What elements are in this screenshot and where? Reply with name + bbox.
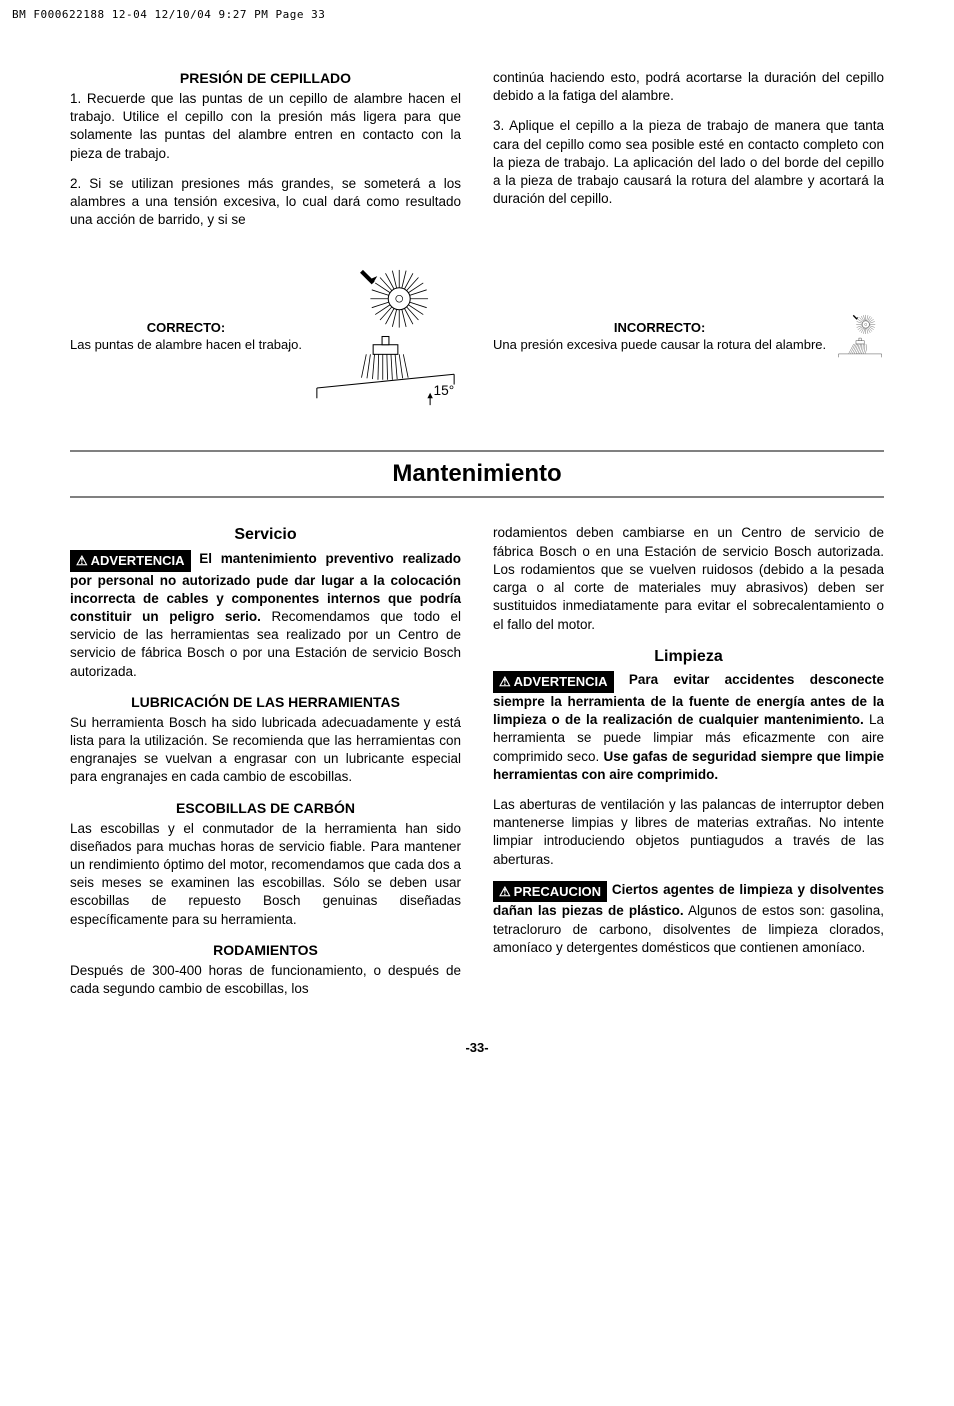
limpieza-heading: Limpieza xyxy=(493,646,884,668)
page-meta-header: BM F000622188 12-04 12/10/04 9:27 PM Pag… xyxy=(0,0,954,29)
divider-bottom xyxy=(70,493,884,501)
incorrect-brush-svg xyxy=(834,312,884,362)
correct-diagram: CORRECTO: Las puntas de alambre hacen el… xyxy=(70,261,461,412)
correct-label: CORRECTO: Las puntas de alambre hacen el… xyxy=(70,320,302,354)
esc-title: ESCOBILLAS DE CARBÓN xyxy=(70,799,461,818)
lubr-title: LUBRICACIÓN DE LAS HERRAMIENTAS xyxy=(70,693,461,712)
maint-section: Servicio ⚠ADVERTENCIA El mantenimiento p… xyxy=(70,524,884,1010)
maint-left: Servicio ⚠ADVERTENCIA El mantenimiento p… xyxy=(70,524,461,1010)
correct-text: Las puntas de alambre hacen el trabajo. xyxy=(70,337,302,352)
rod-text: Después de 300-400 horas de funcionamien… xyxy=(70,962,461,998)
top-right-p1: continúa haciendo esto, podrá acortarse … xyxy=(493,69,884,105)
incorrect-text: Una presión excesiva puede causar la rot… xyxy=(493,337,826,352)
precaucion-para: ⚠PRECAUCION Ciertos agentes de limpieza … xyxy=(493,881,884,957)
limp-text2: Las aberturas de ventilación y las palan… xyxy=(493,796,884,869)
angle-text: 15° xyxy=(434,383,455,398)
divider-top xyxy=(70,447,884,455)
top-left-p2: 2. Si se utilizan presiones más grandes,… xyxy=(70,175,461,230)
correct-title: CORRECTO: xyxy=(70,320,302,337)
maint-right-p1: rodamientos deben cambiarse en un Centro… xyxy=(493,524,884,633)
esc-text: Las escobillas y el conmutador de la her… xyxy=(70,820,461,929)
top-section: PRESIÓN DE CEPILLADO 1. Recuerde que las… xyxy=(70,69,884,241)
mantenimiento-title: Mantenimiento xyxy=(70,460,884,488)
top-left-p1: 1. Recuerde que las puntas de un cepillo… xyxy=(70,90,461,163)
limpieza-para1: ⚠ADVERTENCIA Para evitar accidentes desc… xyxy=(493,671,884,784)
advertencia-box-2: ⚠ADVERTENCIA xyxy=(493,671,614,693)
servicio-para: ⚠ADVERTENCIA El mantenimiento preventivo… xyxy=(70,550,461,681)
warn3-label: PRECAUCION xyxy=(514,884,601,899)
precaucion-box: ⚠PRECAUCION xyxy=(493,881,607,903)
diagrams: CORRECTO: Las puntas de alambre hacen el… xyxy=(70,261,884,412)
incorrect-label: INCORRECTO: Una presión excesiva puede c… xyxy=(493,320,826,354)
warning-triangle-icon-3: ⚠ xyxy=(499,883,511,901)
mantenimiento-heading: Mantenimiento xyxy=(70,442,884,506)
page-content: PRESIÓN DE CEPILLADO 1. Recuerde que las… xyxy=(0,29,954,1075)
incorrect-diagram: INCORRECTO: Una presión excesiva puede c… xyxy=(493,261,884,412)
top-left-column: PRESIÓN DE CEPILLADO 1. Recuerde que las… xyxy=(70,69,461,241)
advertencia-box-1: ⚠ADVERTENCIA xyxy=(70,550,191,572)
maint-right: rodamientos deben cambiarse en un Centro… xyxy=(493,524,884,1010)
rod-title: RODAMIENTOS xyxy=(70,941,461,960)
warning-triangle-icon-2: ⚠ xyxy=(499,673,511,691)
lubr-text: Su herramienta Bosch ha sido lubricada a… xyxy=(70,714,461,787)
servicio-heading: Servicio xyxy=(70,524,461,546)
presion-title: PRESIÓN DE CEPILLADO xyxy=(70,69,461,88)
top-right-column: continúa haciendo esto, podrá acortarse … xyxy=(493,69,884,241)
top-right-p2: 3. Aplique el cepillo a la pieza de trab… xyxy=(493,117,884,208)
warning-triangle-icon: ⚠ xyxy=(76,552,88,570)
correct-brush-svg: 15° xyxy=(310,261,461,412)
warn1-label: ADVERTENCIA xyxy=(91,553,185,568)
warn2-label: ADVERTENCIA xyxy=(514,674,608,689)
page-number: -33- xyxy=(70,1040,884,1055)
incorrect-title: INCORRECTO: xyxy=(493,320,826,337)
